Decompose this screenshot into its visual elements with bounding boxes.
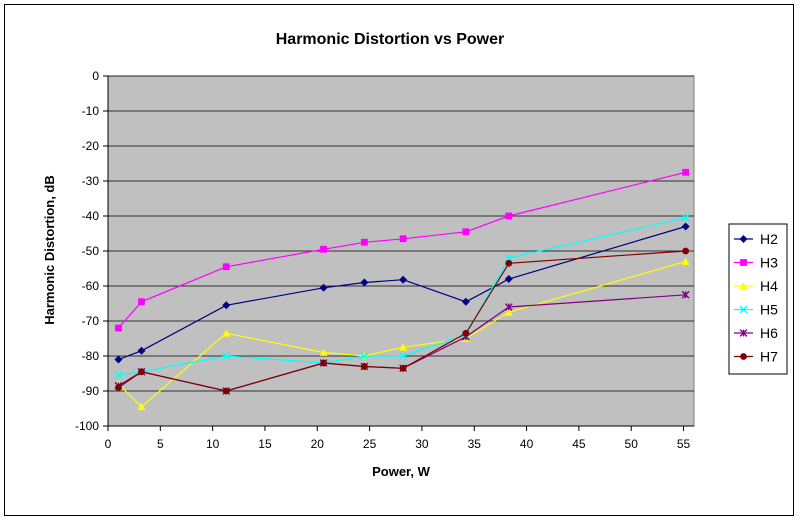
data-point-h5	[114, 371, 123, 380]
data-point-h7	[320, 359, 327, 367]
data-point-h4	[137, 402, 146, 411]
data-point-h6	[504, 303, 513, 311]
legend-marker-h5	[739, 305, 748, 314]
x-axis-title: Power, W	[372, 464, 431, 479]
data-point-h7	[399, 364, 407, 372]
data-point-h5	[399, 352, 408, 360]
data-point-h3	[399, 235, 407, 243]
data-point-h2	[461, 297, 470, 306]
x-tick-label: 0	[105, 437, 112, 451]
data-point-h5-stroke	[222, 352, 231, 360]
legend-marker-h5-stroke	[739, 305, 748, 314]
data-point-h4	[681, 257, 690, 265]
data-point-h5	[360, 352, 369, 360]
x-tick-label: 45	[572, 437, 586, 451]
legend-label-h3: H3	[760, 255, 778, 271]
legend-label-h6: H6	[760, 325, 778, 341]
x-tick-label: 50	[625, 437, 639, 451]
data-point-h7	[138, 368, 145, 376]
plot-area: 0 -10 -20 -30 -40 -50 -60 -70 -80 -90 -100 0 5 10 15 20…	[75, 69, 695, 451]
data-point-h4	[399, 343, 408, 351]
legend-marker-h4	[739, 282, 748, 290]
x-tick-label: 10	[206, 437, 220, 451]
legend-label-h7: H7	[760, 349, 778, 365]
x-tick-label: 25	[363, 437, 377, 451]
legend: H2 H3 H4 H5 H6 H7	[728, 223, 788, 375]
data-point-h3	[138, 298, 145, 306]
data-point-h5	[681, 213, 690, 222]
x-tick-label: 15	[258, 437, 272, 451]
data-point-h3	[462, 228, 470, 236]
y-tick-label: -40	[82, 209, 100, 223]
data-point-h5	[222, 352, 231, 360]
data-point-h5-stroke	[681, 213, 690, 222]
y-tick-label: -60	[82, 279, 100, 293]
data-point-h7	[505, 259, 513, 267]
data-point-h2	[360, 278, 369, 287]
data-point-h5-stroke	[114, 371, 123, 380]
legend-marker-h3	[740, 259, 747, 266]
data-point-h3	[505, 212, 513, 220]
data-point-h7	[222, 387, 230, 395]
chart-title: Harmonic Distortion vs Power	[276, 31, 505, 48]
x-tick-label: 20	[311, 437, 325, 451]
legend-marker-h7	[740, 353, 747, 360]
legend-label-h4: H4	[760, 278, 778, 294]
y-tick-label: -100	[75, 419, 99, 433]
data-point-h4	[504, 308, 513, 316]
x-tick-label: 55	[677, 437, 691, 451]
data-point-h7	[360, 363, 368, 370]
data-point-h5-stroke	[360, 352, 369, 360]
data-point-h5	[504, 254, 513, 262]
data-point-h2	[399, 275, 408, 284]
data-point-h7	[462, 329, 470, 337]
y-tick-label: -30	[82, 174, 100, 188]
data-point-h5-stroke	[504, 254, 513, 262]
legend-marker-h2	[739, 235, 748, 243]
data-point-h2	[504, 275, 513, 283]
y-tick-label: 0	[92, 69, 99, 83]
y-tick-label: -70	[82, 314, 100, 328]
y-tick-label: -50	[82, 244, 100, 258]
y-tick-label: -10	[82, 104, 100, 118]
data-point-h3	[222, 263, 230, 271]
data-point-h6	[681, 290, 690, 299]
data-point-h2	[681, 222, 690, 231]
data-point-h3	[682, 168, 690, 176]
x-tick-label: 5	[157, 437, 164, 451]
data-point-h3	[360, 238, 368, 246]
data-point-h7	[682, 247, 690, 255]
data-point-h4	[222, 329, 231, 337]
data-point-h2	[222, 301, 231, 310]
y-axis-title: Harmonic Distortion, dB	[42, 175, 57, 325]
x-tick-label: 30	[415, 437, 429, 451]
data-point-h7	[115, 384, 122, 391]
data-point-h5-stroke	[399, 352, 408, 360]
data-point-h2	[114, 355, 123, 364]
y-tick-label: -20	[82, 139, 100, 153]
legend-marker-h6	[739, 329, 748, 337]
data-point-h2	[319, 283, 328, 292]
legend-box	[728, 223, 788, 375]
data-point-h4	[319, 348, 328, 356]
data-point-h2	[137, 346, 146, 355]
data-point-h3	[115, 324, 122, 332]
y-tick-label: -90	[82, 384, 100, 398]
legend-label-h2: H2	[760, 231, 778, 247]
legend-label-h5: H5	[760, 302, 778, 318]
x-tick-label: 40	[520, 437, 534, 451]
y-tick-label: -80	[82, 349, 100, 363]
data-point-h3	[320, 245, 327, 253]
x-tick-label: 35	[468, 437, 482, 451]
